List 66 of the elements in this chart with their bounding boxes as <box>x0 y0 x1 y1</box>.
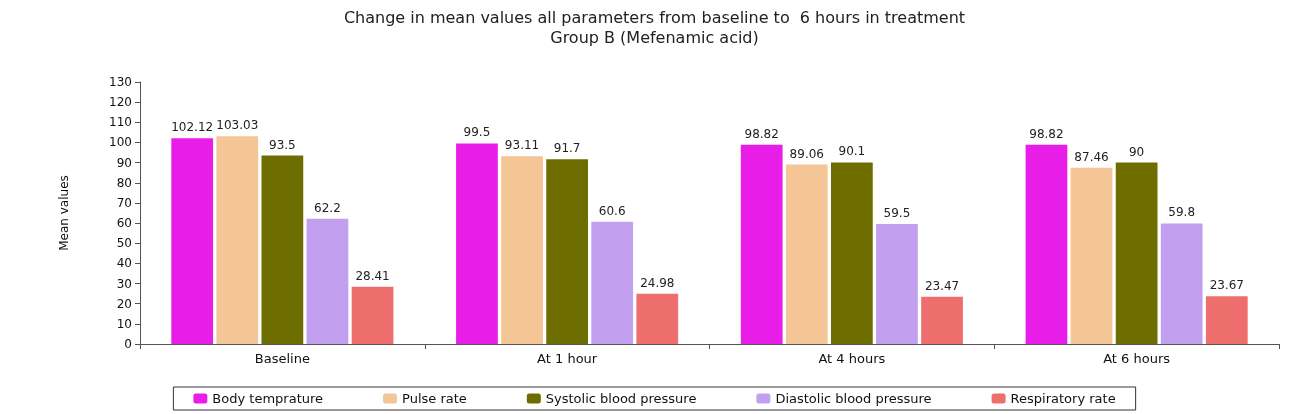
y-tick-label: 100 <box>109 135 132 150</box>
y-tick-label: 70 <box>116 195 132 210</box>
data-label: 102.12 <box>171 120 214 135</box>
y-tick-label: 120 <box>109 95 132 110</box>
y-tick-label: 20 <box>116 296 132 311</box>
data-label: 59.8 <box>1168 205 1196 220</box>
bar <box>171 138 214 344</box>
data-label: 90.1 <box>838 144 866 159</box>
bar <box>216 136 259 344</box>
data-label: 90 <box>1128 144 1145 159</box>
bar <box>876 224 918 344</box>
bar <box>1205 296 1248 344</box>
data-label: 24.98 <box>640 275 675 290</box>
legend-label: Systolic blood pressure <box>545 391 697 406</box>
bar <box>785 164 828 344</box>
data-label: 59.5 <box>883 206 911 221</box>
y-tick-label: 10 <box>116 316 132 331</box>
bar <box>1160 223 1203 344</box>
legend-label: Respiratory rate <box>1010 391 1116 406</box>
data-label: 93.5 <box>269 137 296 152</box>
data-label: 23.47 <box>924 278 960 293</box>
x-tick-label: At 4 hours <box>818 351 886 366</box>
data-label: 89.06 <box>789 146 824 161</box>
data-label: 98.82 <box>1029 126 1064 141</box>
data-label: 103.03 <box>216 118 259 133</box>
legend-label: Body temprature <box>212 391 324 406</box>
bar <box>636 293 679 344</box>
y-tick-label: 90 <box>116 155 132 170</box>
y-axis-title: Mean values <box>57 175 71 251</box>
data-label: 87.46 <box>1074 149 1109 164</box>
data-label: 99.5 <box>463 125 491 140</box>
legend-label: Pulse rate <box>402 391 467 406</box>
y-tick-label: 40 <box>116 256 132 271</box>
y-tick-label: 50 <box>116 236 132 251</box>
y-tick-label: 80 <box>116 175 132 190</box>
legend-label: Diastolic blood pressure <box>775 391 932 406</box>
bar <box>456 143 498 344</box>
bar <box>261 155 304 344</box>
data-label: 98.82 <box>744 126 779 141</box>
data-label: 23.67 <box>1209 278 1244 293</box>
bar <box>1115 162 1158 344</box>
bar <box>306 218 349 344</box>
y-tick-label: 110 <box>109 115 132 130</box>
bar <box>591 221 634 344</box>
chart-subtitle: Group B (Mefenamic acid) <box>550 27 759 47</box>
data-label: 62.2 <box>314 200 341 215</box>
bar <box>831 162 873 344</box>
bar <box>921 296 963 344</box>
y-tick-label: 30 <box>116 276 132 291</box>
data-label: 28.41 <box>355 268 390 283</box>
x-tick-label: At 1 hour <box>537 351 598 366</box>
bar <box>351 286 394 344</box>
chart-title: Change in mean values all parameters from baseline to 6 hours in treatment <box>343 7 966 27</box>
y-tick-label: 130 <box>109 75 132 89</box>
data-label: 60.6 <box>598 203 626 218</box>
x-tick-label: Baseline <box>254 351 310 366</box>
bar <box>1070 167 1113 344</box>
y-tick-label: 0 <box>124 337 132 351</box>
bar <box>501 156 543 344</box>
data-label: 93.11 <box>504 138 540 153</box>
bar <box>546 159 588 344</box>
bar <box>1025 144 1068 344</box>
y-tick-label: 60 <box>116 216 132 231</box>
bar <box>740 144 783 344</box>
data-label: 91.7 <box>553 141 581 156</box>
x-tick-label: At 6 hours <box>1103 351 1171 366</box>
